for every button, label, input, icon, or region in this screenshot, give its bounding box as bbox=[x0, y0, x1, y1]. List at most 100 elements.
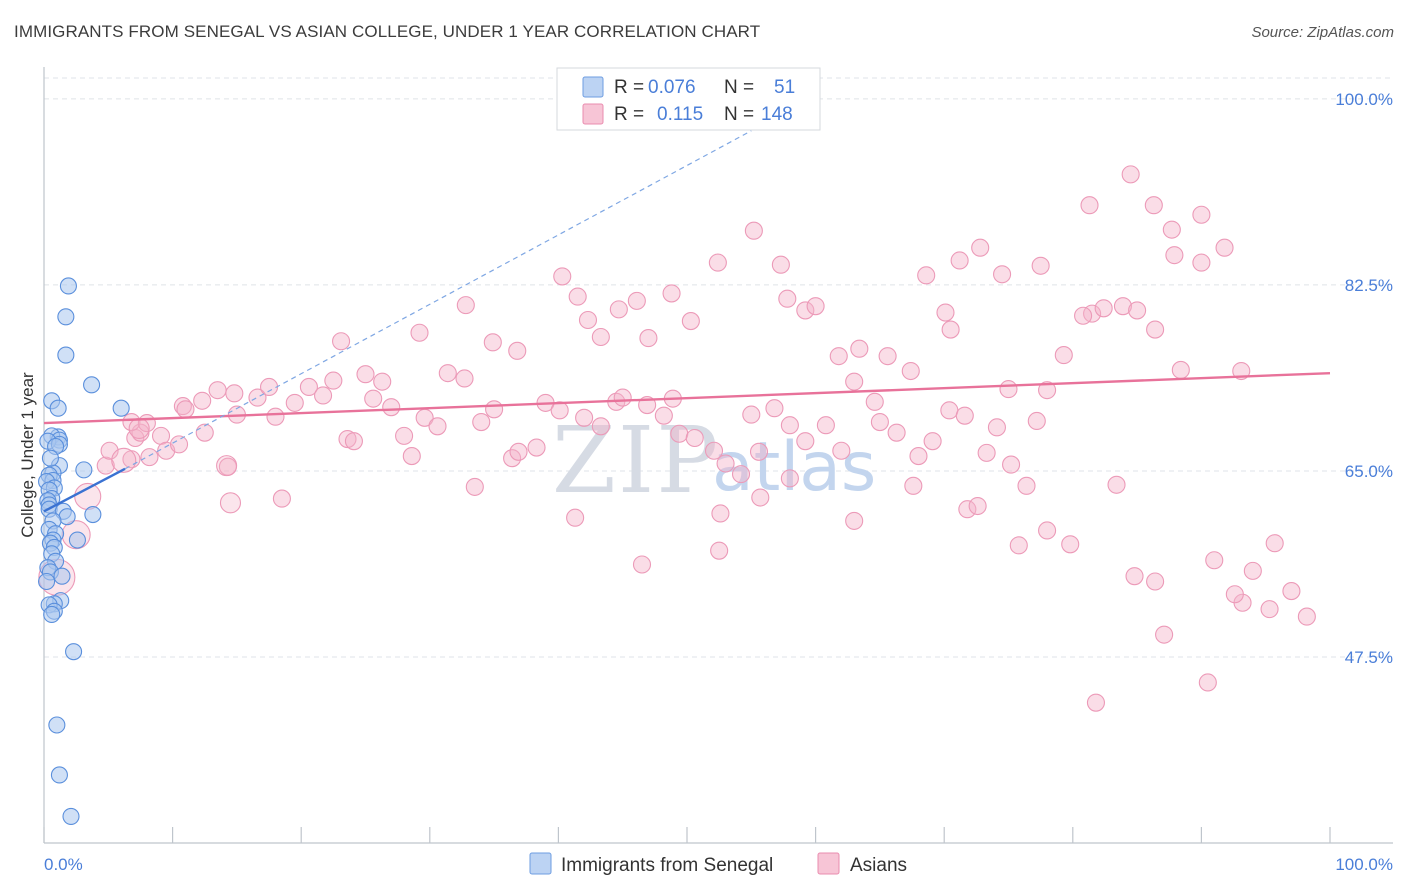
asians-point bbox=[272, 489, 291, 508]
asians-point bbox=[751, 488, 770, 507]
asians-point bbox=[968, 496, 987, 516]
senegal-point bbox=[75, 461, 93, 479]
asians-point bbox=[344, 432, 363, 451]
asians-point bbox=[1225, 585, 1244, 604]
senegal-point bbox=[48, 716, 66, 734]
asians-point bbox=[1107, 475, 1126, 494]
asians-point bbox=[1265, 534, 1284, 553]
y-tick-labels: 47.5% 65.0% 82.5% 100.0% bbox=[1335, 90, 1393, 667]
asians-point bbox=[1061, 535, 1080, 554]
asians-point bbox=[731, 465, 751, 484]
asians-point bbox=[955, 406, 974, 425]
asians-point bbox=[887, 423, 906, 442]
legend-swatch-asians bbox=[582, 103, 604, 125]
asians-point bbox=[591, 327, 610, 347]
asians-point bbox=[373, 372, 392, 391]
asians-point bbox=[1086, 693, 1105, 712]
asians-point bbox=[338, 430, 357, 449]
senegal-trend-line bbox=[43, 467, 126, 513]
asians-point bbox=[639, 329, 658, 348]
asians-trend-line bbox=[43, 371, 1331, 425]
asians-point bbox=[806, 297, 825, 316]
asians-point bbox=[749, 442, 769, 461]
asians-point bbox=[1054, 346, 1073, 365]
asians-point bbox=[904, 476, 923, 495]
asians-point bbox=[796, 432, 815, 451]
asians-point bbox=[1155, 625, 1174, 644]
asians-point bbox=[566, 508, 585, 527]
asians-point bbox=[829, 347, 848, 366]
senegal-point bbox=[38, 572, 56, 591]
asians-point bbox=[591, 417, 610, 436]
senegal-trend-extension bbox=[124, 130, 752, 470]
x-tick-label: 100.0% bbox=[1335, 855, 1393, 874]
asians-point bbox=[402, 447, 421, 466]
asians-point bbox=[1146, 320, 1165, 339]
y-tick-label: 47.5% bbox=[1345, 648, 1393, 667]
asians-point bbox=[472, 412, 491, 432]
asians-point bbox=[627, 291, 646, 310]
asians-point bbox=[613, 388, 632, 407]
asians-point bbox=[299, 377, 318, 397]
asians-point bbox=[1125, 567, 1144, 586]
x-tick-labels: 0.0% 100.0% bbox=[44, 855, 1393, 874]
asians-point bbox=[999, 380, 1018, 399]
legend-r-label: R = bbox=[614, 77, 644, 98]
asians-point bbox=[1094, 299, 1113, 318]
asians-point bbox=[816, 416, 835, 435]
asians-point bbox=[332, 332, 351, 351]
asians-point bbox=[870, 412, 889, 432]
legend-label-asians: Asians bbox=[850, 855, 907, 876]
series-asians-points bbox=[38, 165, 1316, 712]
series-senegal-points bbox=[38, 277, 130, 825]
asians-point bbox=[364, 389, 383, 408]
asians-point bbox=[901, 361, 920, 381]
senegal-point bbox=[57, 308, 75, 326]
asians-point bbox=[987, 418, 1006, 437]
senegal-point bbox=[49, 399, 67, 417]
asians-point bbox=[832, 441, 851, 460]
asians-point bbox=[744, 221, 763, 240]
x-tick-label: 0.0% bbox=[44, 855, 83, 874]
asians-point bbox=[796, 301, 815, 320]
legend-r-value: 0.115 bbox=[657, 104, 703, 125]
asians-point bbox=[483, 333, 502, 352]
asians-point bbox=[865, 392, 884, 411]
asians-point bbox=[1128, 301, 1147, 320]
senegal-point bbox=[112, 399, 130, 417]
senegal-point bbox=[59, 277, 77, 295]
asians-point bbox=[382, 398, 401, 417]
asians-point bbox=[716, 454, 735, 473]
asians-point bbox=[216, 455, 238, 477]
asians-point bbox=[632, 555, 652, 574]
asians-point bbox=[1297, 607, 1316, 626]
asians-point bbox=[1144, 196, 1163, 215]
asians-point bbox=[1146, 572, 1165, 591]
asians-point bbox=[977, 443, 996, 462]
gridlines bbox=[44, 77, 1393, 658]
senegal-point bbox=[50, 766, 68, 784]
legend-swatch-senegal bbox=[529, 852, 552, 875]
asians-point bbox=[909, 447, 928, 466]
senegal-point bbox=[53, 567, 71, 585]
asians-point bbox=[771, 255, 790, 274]
asians-point bbox=[428, 417, 447, 436]
asians-point bbox=[508, 341, 527, 360]
asians-point bbox=[465, 477, 484, 496]
y-tick-label: 82.5% bbox=[1345, 276, 1393, 295]
legend-r-value: 0.076 bbox=[648, 77, 696, 98]
asians-point bbox=[780, 416, 799, 435]
asians-point bbox=[410, 323, 429, 342]
legend-swatch-asians bbox=[817, 852, 840, 875]
asians-point bbox=[1002, 455, 1021, 474]
asians-point bbox=[778, 289, 797, 308]
asians-point bbox=[940, 401, 959, 420]
asians-point bbox=[1080, 196, 1099, 215]
asians-point bbox=[878, 347, 897, 366]
asians-point bbox=[438, 364, 457, 383]
asians-point bbox=[971, 238, 990, 257]
asians-point bbox=[509, 442, 528, 461]
asians-point bbox=[193, 391, 212, 410]
asians-point bbox=[845, 372, 864, 391]
